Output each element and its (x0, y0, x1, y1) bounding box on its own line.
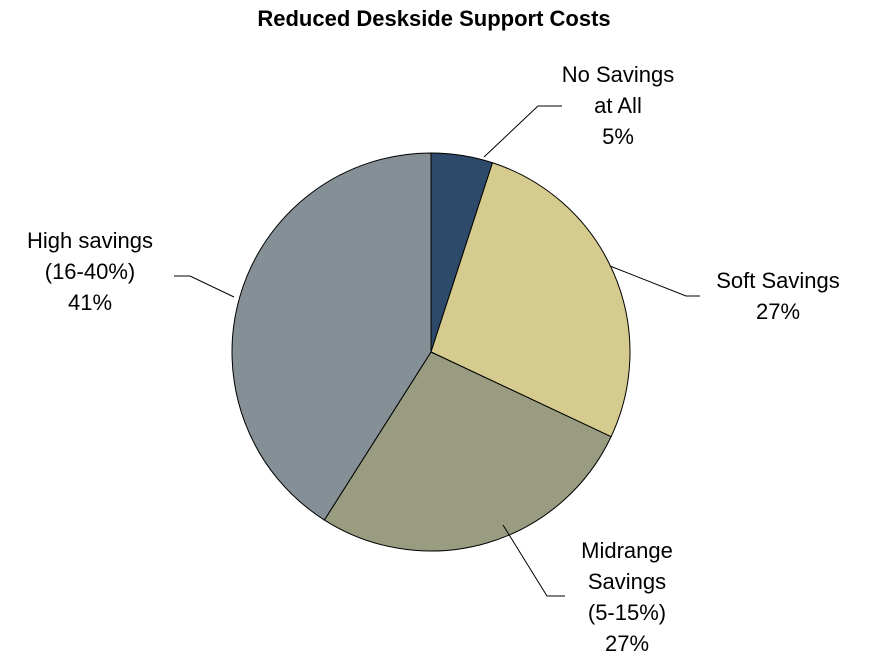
slice-labels: No Savings at All 5%Soft Savings 27%Midrang… (27, 62, 840, 656)
slice-name-line: Midrange (581, 538, 673, 563)
leader-line-midrange-savings-5-15 (502, 524, 565, 597)
leader-lines (174, 105, 700, 597)
leader-line-no-savings-at-all (483, 105, 562, 158)
slice-value-label: 5% (602, 124, 634, 149)
slice-name-line: No Savings (562, 62, 675, 87)
slice-label-midrange-savings-5-15: Midrange Savings (5-15%) 27% (581, 538, 673, 656)
slice-name-line: (5-15%) (588, 600, 666, 625)
slice-name-line: High savings (27, 228, 153, 253)
slice-label-no-savings-at-all: No Savings at All 5% (562, 62, 675, 149)
chart-title: Reduced Deskside Support Costs (257, 6, 610, 31)
slice-name-line: Savings (588, 569, 666, 594)
pie-slices (231, 152, 631, 552)
slice-value-label: 27% (756, 299, 800, 324)
slice-name-line: (16-40%) (45, 259, 135, 284)
pie-slice-midrange-savings-5-15 (323, 351, 612, 552)
leader-line-soft-savings (609, 265, 700, 297)
slice-value-label: 41% (68, 290, 112, 315)
slice-name-line: at All (594, 93, 642, 118)
slice-label-high-savings-16-40: High savings (16-40%) 41% (27, 228, 153, 315)
slice-name-line: Soft Savings (716, 268, 840, 293)
leader-line-high-savings-16-40 (174, 275, 235, 298)
pie-slice-soft-savings (430, 162, 631, 438)
slice-value-label: 27% (605, 631, 649, 656)
slice-label-soft-savings: Soft Savings 27% (716, 268, 840, 324)
pie-slice-high-savings-16-40 (231, 152, 432, 521)
